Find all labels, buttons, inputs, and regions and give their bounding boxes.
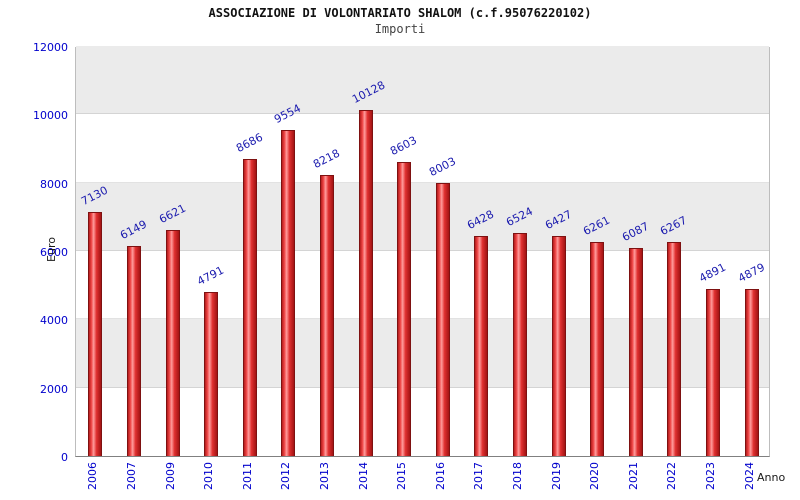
chart-title: ASSOCIAZIONE DI VOLONTARIATO SHALOM (c.f… <box>208 6 592 20</box>
bar <box>551 236 566 456</box>
bar-value-label: 8003 <box>426 154 458 179</box>
bar-value-label: 8686 <box>233 130 265 156</box>
bar <box>474 236 489 456</box>
plot-area: 7130 6149 6621 4791 8686 9554 8218 10128 8603 800… <box>75 46 770 457</box>
x-tick-label: 2016 <box>433 462 447 490</box>
y-tick-label: 2000 <box>40 382 68 396</box>
x-tick-label: 2020 <box>588 462 602 490</box>
x-tick-label: 2015 <box>395 462 409 490</box>
bar <box>628 248 643 456</box>
x-tick-label: 2011 <box>240 462 254 490</box>
gridline <box>76 386 769 388</box>
grid-band <box>76 319 769 388</box>
x-tick-label: 2006 <box>86 462 100 490</box>
x-tick-label: 2014 <box>356 462 370 490</box>
y-tick-label: 0 <box>61 451 68 464</box>
x-axis-title: Anno <box>757 471 786 484</box>
bar <box>281 129 296 456</box>
grid-band <box>76 182 769 251</box>
x-tick-label: 2017 <box>472 462 486 490</box>
bar-value-label: 4879 <box>735 261 767 286</box>
bar <box>513 233 528 456</box>
bar <box>358 109 373 456</box>
gridline <box>76 250 769 251</box>
gridline <box>76 318 769 320</box>
bar <box>667 241 682 456</box>
bar <box>319 175 334 456</box>
x-tick-label: 2021 <box>626 462 640 490</box>
chart-subtitle: Importi <box>374 22 426 36</box>
y-tick-label: 8000 <box>40 177 68 191</box>
bar-value-label: 4791 <box>195 264 227 289</box>
gridline <box>76 113 769 115</box>
bar <box>590 242 605 456</box>
bar <box>242 159 257 456</box>
y-tick-label: 6000 <box>40 246 68 259</box>
gridline <box>76 181 769 183</box>
bar <box>126 245 141 456</box>
bar <box>706 288 721 456</box>
y-tick-label: 12000 <box>33 41 68 54</box>
grid-band <box>76 46 769 115</box>
bar <box>397 162 412 456</box>
x-tick-label: 2013 <box>317 462 331 490</box>
x-tick-label: 2024 <box>742 462 756 490</box>
y-axis-title: Euro <box>45 237 58 262</box>
x-tick-label: 2009 <box>163 462 177 490</box>
x-tick-label: 2023 <box>704 462 718 490</box>
bar <box>88 212 103 456</box>
x-tick-label: 2019 <box>549 462 563 490</box>
x-tick-label: 2018 <box>511 462 525 490</box>
y-tick-label: 10000 <box>33 109 68 123</box>
bar <box>165 229 180 456</box>
x-tick-label: 2007 <box>124 462 138 490</box>
x-tick-label: 2010 <box>202 462 216 490</box>
bar-value-label: 8603 <box>388 133 420 159</box>
x-tick-label: 2022 <box>665 462 679 490</box>
bar-value-label: 4891 <box>697 260 729 285</box>
y-tick-label: 4000 <box>40 314 68 328</box>
bar <box>744 289 759 456</box>
x-tick-label: 2012 <box>279 462 293 490</box>
bar <box>204 292 219 456</box>
bar-value-label: 8218 <box>311 146 342 172</box>
bar <box>435 182 450 456</box>
